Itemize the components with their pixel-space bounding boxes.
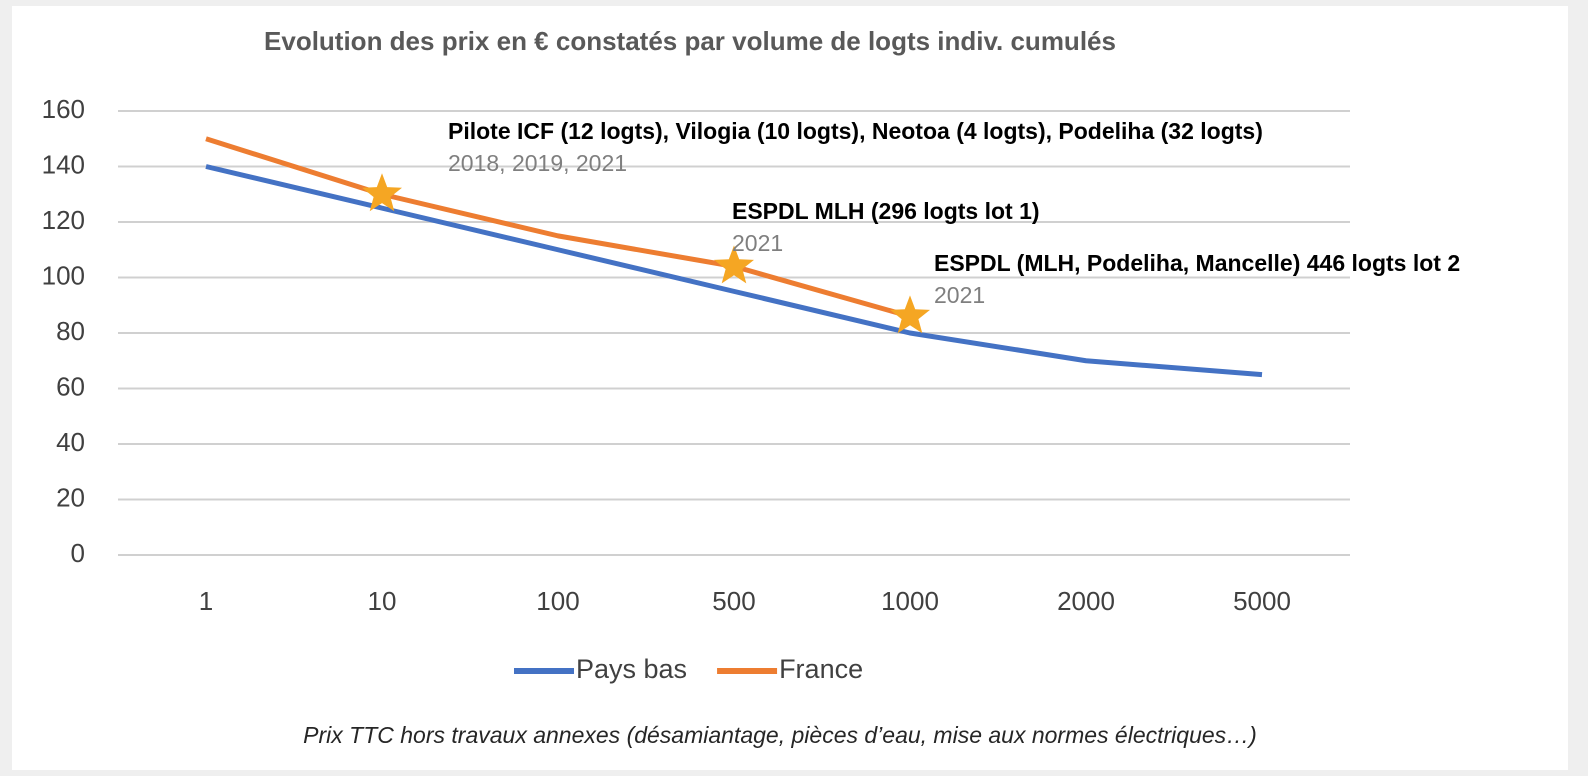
annotation-year: 2021 bbox=[732, 230, 783, 256]
x-tick-label: 100 bbox=[536, 586, 579, 616]
series-line bbox=[205, 164, 1263, 378]
y-tick-label: 120 bbox=[42, 205, 85, 235]
x-tick-label: 2000 bbox=[1057, 586, 1115, 616]
annotation-title: ESPDL (MLH, Podeliha, Mancelle) 446 logt… bbox=[934, 250, 1460, 276]
x-tick-label: 5000 bbox=[1233, 586, 1291, 616]
y-tick-label: 40 bbox=[56, 427, 85, 457]
chart-title: Evolution des prix en € constatés par vo… bbox=[264, 26, 1116, 56]
y-tick-label: 160 bbox=[42, 94, 85, 124]
y-tick-label: 80 bbox=[56, 316, 85, 346]
footnote: Prix TTC hors travaux annexes (désamiant… bbox=[303, 722, 1257, 748]
legend-label: Pays bas bbox=[576, 654, 687, 684]
star-marker bbox=[362, 173, 402, 212]
legend-label: France bbox=[779, 654, 863, 684]
x-tick-label: 1 bbox=[199, 586, 213, 616]
annotation-year: 2021 bbox=[934, 282, 985, 308]
series-line bbox=[205, 136, 911, 319]
star-marker bbox=[714, 245, 754, 284]
annotation-year: 2018, 2019, 2021 bbox=[448, 150, 627, 176]
annotation-title: ESPDL MLH (296 logts lot 1) bbox=[732, 198, 1040, 224]
star-marker bbox=[890, 295, 930, 334]
y-tick-label: 60 bbox=[56, 371, 85, 401]
x-tick-label: 500 bbox=[712, 586, 755, 616]
x-tick-label: 1000 bbox=[881, 586, 939, 616]
y-tick-label: 140 bbox=[42, 149, 85, 179]
y-tick-label: 0 bbox=[71, 538, 85, 568]
y-tick-label: 100 bbox=[42, 260, 85, 290]
x-tick-label: 10 bbox=[368, 586, 397, 616]
annotation-title: Pilote ICF (12 logts), Vilogia (10 logts… bbox=[448, 118, 1263, 144]
y-tick-label: 20 bbox=[56, 482, 85, 512]
